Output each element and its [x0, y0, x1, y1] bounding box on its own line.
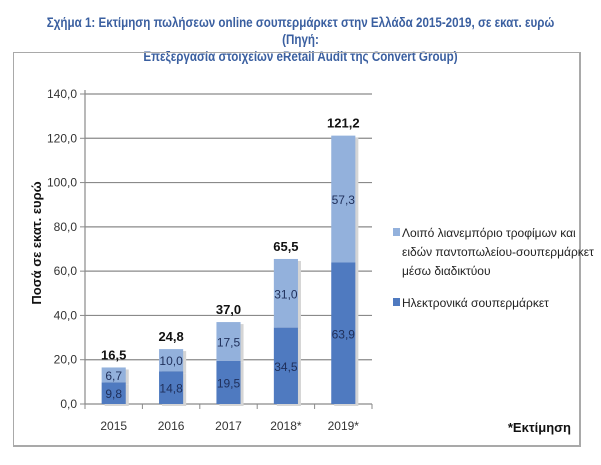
y-tick-label: 140,0: [47, 87, 77, 101]
bar-segment-other-retail: [101, 367, 126, 383]
footnote: *Εκτίμηση: [508, 420, 571, 435]
y-tick-label: 80,0: [54, 220, 78, 234]
bar-segment-other-retail: [159, 349, 184, 372]
segment-value-label: 17,5: [217, 335, 241, 349]
chart-title-line-1: Σχήμα 1: Εκτίμηση πωλήσεων online σουπερ…: [46, 15, 555, 47]
total-value-label: 121,2: [327, 116, 360, 131]
y-tick-label: 100,0: [47, 176, 77, 190]
legend-label: Ηλεκτρονικά σουπερμάρκετ: [402, 296, 549, 310]
y-tick-label: 120,0: [47, 131, 77, 145]
gridlines: [85, 93, 372, 405]
bar-segment-supermarkets: [331, 262, 356, 404]
segment-value-label: 10,0: [159, 354, 183, 368]
x-tick-label: 2019*: [328, 419, 360, 433]
x-tick-label: 2016: [158, 419, 185, 433]
x-tick-label: 2018*: [270, 419, 302, 433]
segment-value-label: 19,5: [217, 376, 241, 390]
axes: 0,0 20,0 40,0 60,0 80,0 100,0 120,0 140,0 2015 20…: [47, 87, 373, 433]
total-value-label: 65,5: [273, 239, 298, 254]
legend-swatch: [393, 228, 400, 236]
bar-segment-supermarkets: [273, 327, 298, 404]
segment-value-label: 6,7: [105, 369, 122, 383]
bar-segment-supermarkets: [159, 371, 184, 404]
y-tick-label: 0,0: [60, 397, 77, 411]
segment-value-label: 63,9: [332, 327, 356, 341]
y-axis-label: Ποσά σε εκατ. ευρώ: [29, 181, 44, 304]
total-value-label: 16,5: [101, 347, 126, 362]
bar-segment-other-retail: [331, 135, 356, 263]
legend-label: ειδών παντοπωλείου-σουπερμάρκετ: [402, 245, 594, 259]
x-tick-label: 2015: [100, 419, 127, 433]
data-labels: 9,8 6,7 16,5 14,8 10,0 24,8 19,5 17,5 37,0 34,5 31…: [101, 116, 360, 402]
segment-value-label: 57,3: [332, 193, 356, 207]
y-tick-label: 60,0: [54, 264, 78, 278]
segment-value-label: 34,5: [274, 360, 298, 374]
segment-value-label: 14,8: [159, 382, 183, 396]
segment-value-label: 31,0: [274, 287, 298, 301]
legend-label: μέσω διαδικτύου: [402, 264, 491, 278]
bar-segment-other-retail: [273, 258, 298, 328]
total-value-label: 24,8: [158, 329, 183, 344]
y-tick-label: 40,0: [54, 308, 78, 322]
segment-value-label: 9,8: [105, 387, 122, 401]
legend-label: Λοιπό λιανεμπόριο τροφίμων και: [402, 226, 576, 240]
bar-segment-supermarkets: [216, 360, 241, 404]
total-value-label: 37,0: [216, 302, 241, 317]
y-tick-label: 20,0: [54, 353, 78, 367]
bar-segment-other-retail: [216, 322, 241, 361]
x-tick-label: 2017: [215, 419, 242, 433]
chart-frame: [13, 52, 581, 447]
bars: [101, 135, 359, 406]
bar-segment-supermarkets: [101, 382, 126, 404]
legend: Λοιπό λιανεμπόριο τροφίμων και ειδών παντ…: [393, 226, 594, 310]
legend-swatch: [393, 298, 400, 306]
